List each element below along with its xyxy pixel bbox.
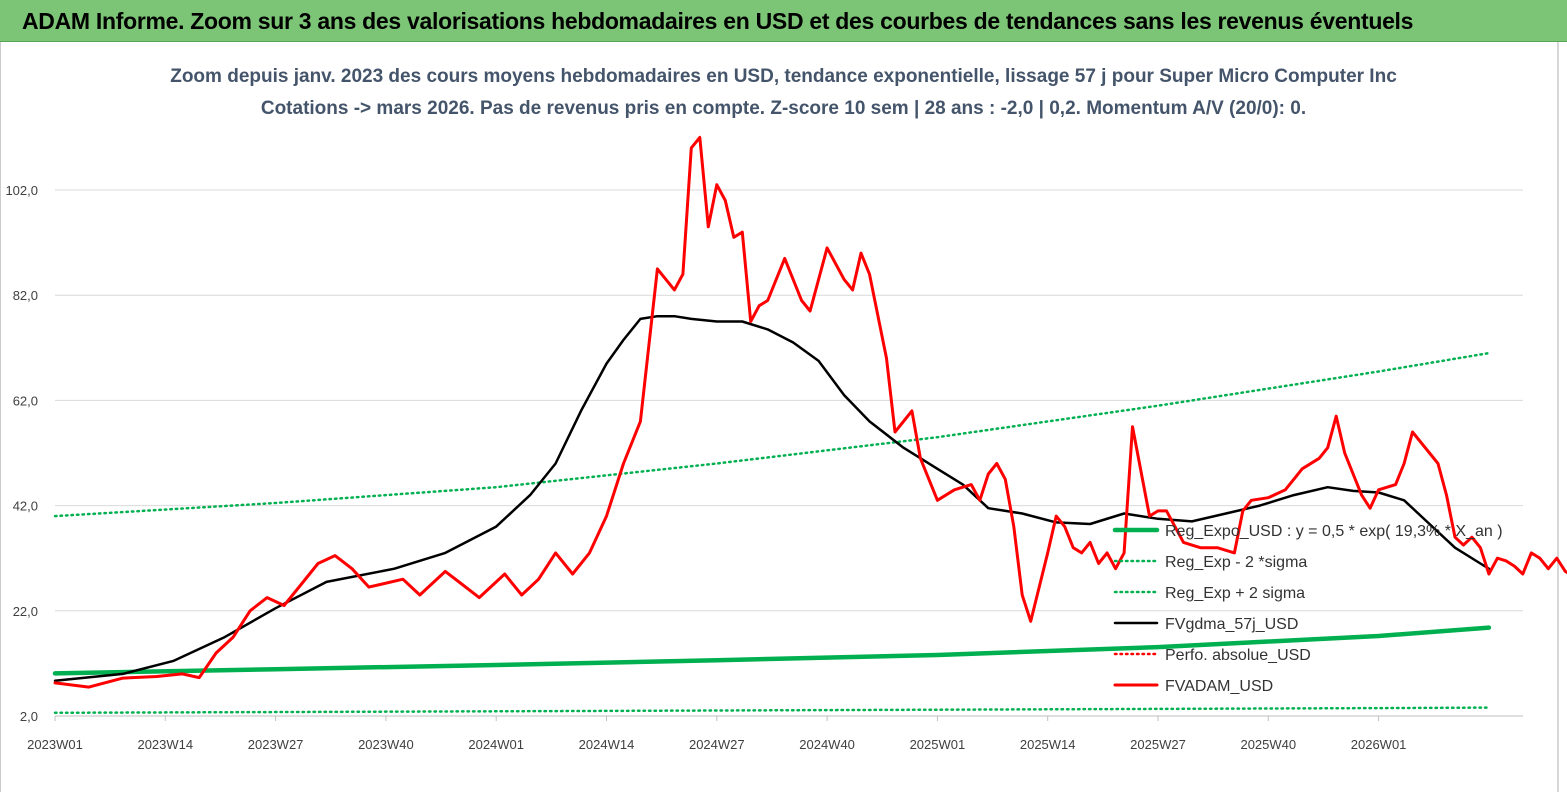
x-tick-label: 2023W14 [137,737,193,752]
axes: 2,0 22,0 42,0 62,0 82,0 102,0 2023W01 2023W14 20… [5,183,1523,752]
x-tick-label: 2025W40 [1240,737,1296,752]
series-line-fvgdma_57j_usd [53,314,1491,683]
x-tick-label: 2023W01 [27,737,83,752]
x-tick-label: 2025W01 [910,737,966,752]
y-tick-label: 62,0 [13,393,38,408]
chart-subtitle: Cotations -> mars 2026. Pas de revenus p… [260,98,1307,119]
x-tick-label: 2025W27 [1130,737,1186,752]
x-tick-label: 2024W14 [579,737,635,752]
legend-label: FVADAM_USD [1165,678,1273,695]
x-tick-label: 2024W01 [468,737,524,752]
y-tick-label: 82,0 [13,288,38,303]
report-title: ADAM Informe. Zoom sur 3 ans des valoris… [22,8,1414,34]
legend-label: Reg_Expo_USD : y = 0,5 * exp( 19,3% * X_… [1165,523,1503,540]
y-tick-label: 22,0 [13,604,38,619]
frame-accent [1557,42,1567,792]
legend-label: FVgdma_57j_USD [1165,616,1298,633]
legend-label: Perfo. absolue_USD [1165,647,1311,664]
chart-title: Zoom depuis janv. 2023 des cours moyens … [170,66,1397,87]
series-line-reg_exp [53,706,1491,715]
series-lines [52,135,1567,715]
x-tick-label: 2026W01 [1351,737,1407,752]
chart-frame [0,42,1567,792]
legend: Reg_Expo_USD : y = 0,5 * exp( 19,3% * X_… [1112,523,1503,695]
report-banner: ADAM Informe. Zoom sur 3 ans des valoris… [0,0,1567,42]
legend-label: Reg_Exp + 2 sigma [1165,585,1305,602]
x-tick-label: 2024W27 [689,737,745,752]
x-tick-label: 2023W27 [248,737,304,752]
legend-label: Reg_Exp - 2 *sigma [1165,554,1307,571]
x-tick-label: 2024W40 [799,737,855,752]
y-tick-label: 102,0 [5,183,38,198]
series-line-reg_exp [53,351,1491,518]
x-tick-label: 2023W40 [358,737,414,752]
series-line-reg_expo_usd [52,625,1492,676]
x-tick-label: 2025W14 [1020,737,1076,752]
series-line-fvadam_usd [53,135,1567,689]
y-tick-label: 2,0 [20,709,38,724]
y-tick-label: 42,0 [13,499,38,514]
